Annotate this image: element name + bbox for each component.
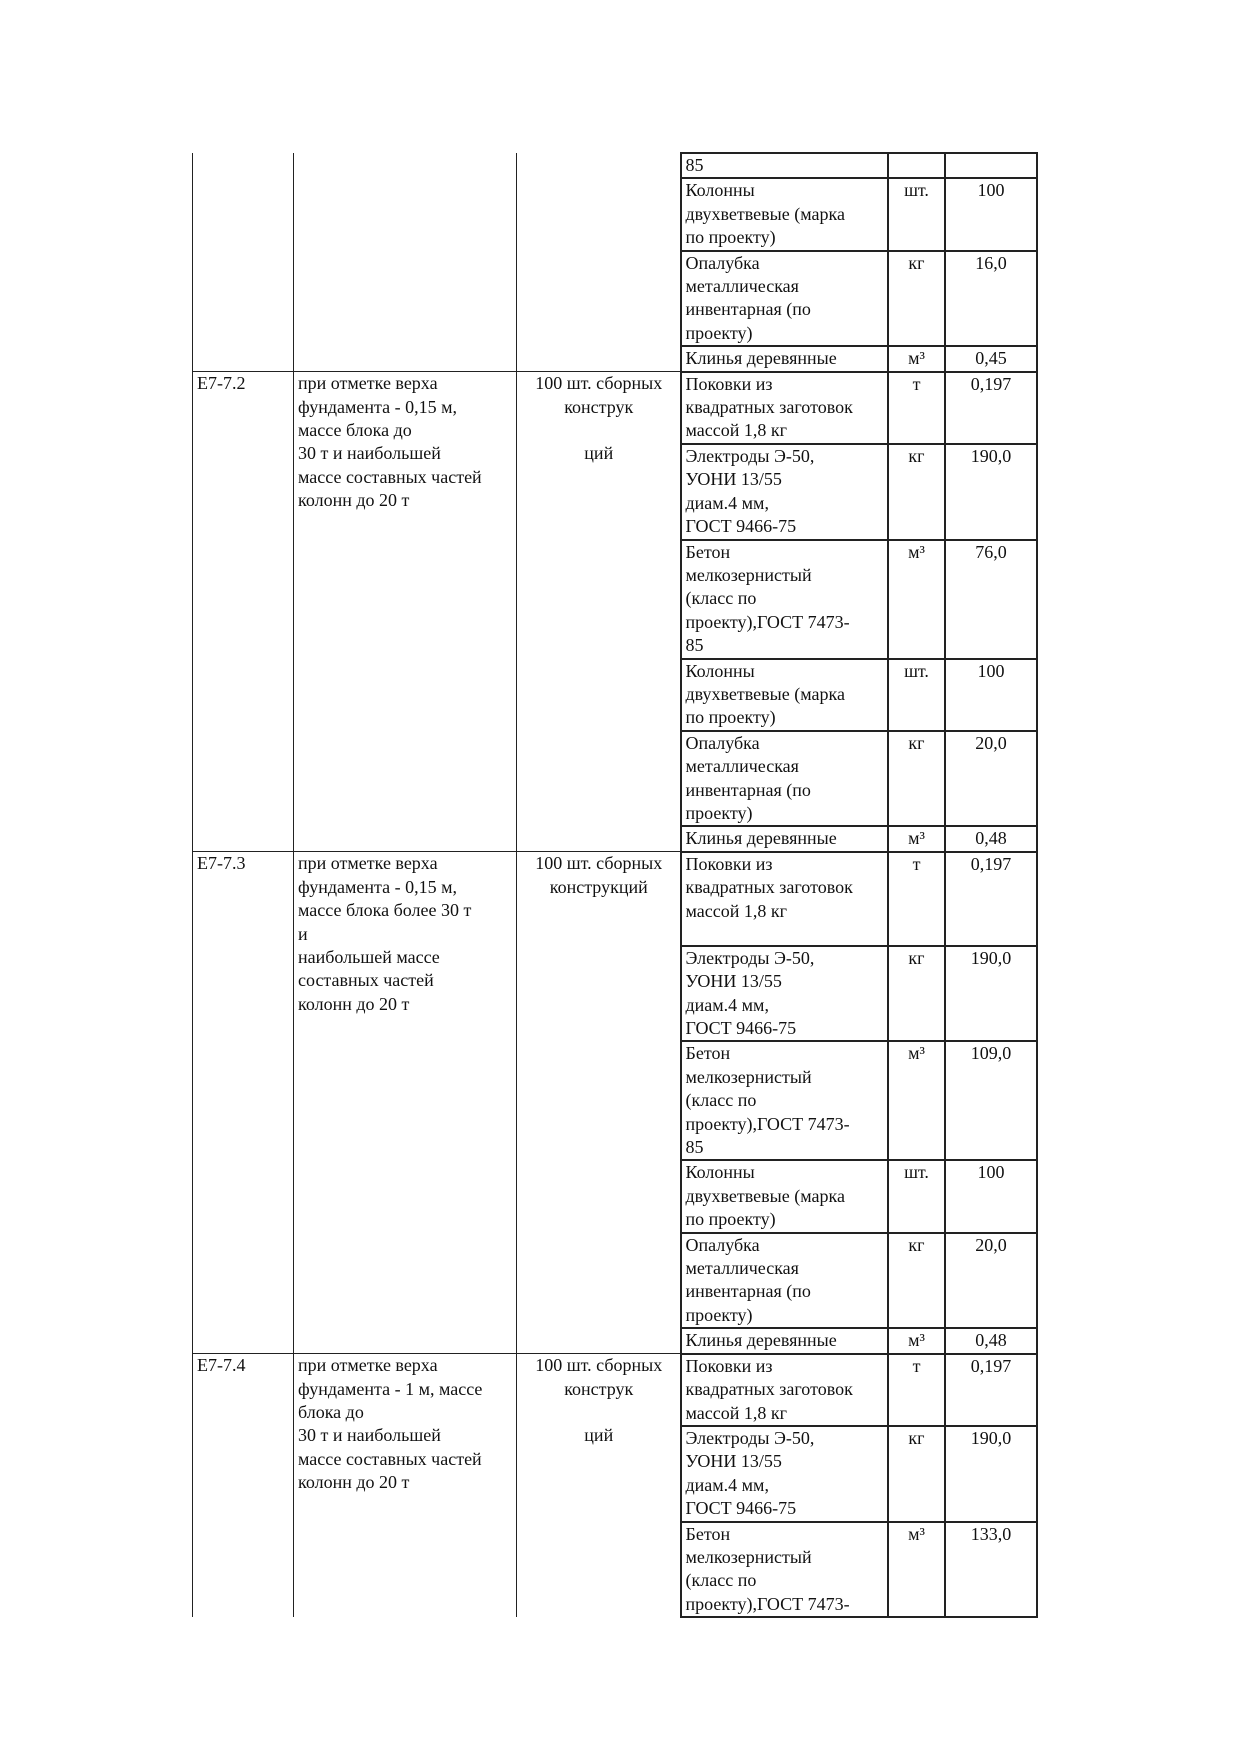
resource-unit: м³ [886,538,946,660]
resource-unit: м³ [886,345,946,373]
norm-unit: 100 шт. сборных конструк ций [516,371,681,852]
norm-code: Е7-7.3 [192,851,294,1354]
resource-name: Опалубка металлическая инвентарная (по п… [679,729,889,828]
resource-quantity: 109,0 [943,1040,1038,1162]
resource-unit: шт. [886,657,946,732]
resource-name: Поковки из квадратных заготовок массой 1… [679,850,889,947]
resource-quantity: 100 [943,1159,1038,1234]
norm-description: при отметке верха фундамента - 0,15 м, м… [293,371,517,852]
norm-description: при отметке верха фундамента - 0,15 м, м… [293,851,517,1354]
resource-quantity: 0,48 [943,1327,1038,1355]
norm-code: Е7-7.2 [192,371,294,852]
table-row: Е7-7.4 при отметке верха фундамента - 1 м… [192,1352,1038,1618]
resource-name: 85 [679,151,889,180]
table-row: Электроды Э-50, УОНИ 13/55 диам.4 мм, ГО… [193,1424,1038,1523]
resource-quantity: 0,197 [943,850,1038,947]
resource-quantity: 20,0 [943,1231,1038,1330]
resource-quantity: 76,0 [943,538,1038,660]
resource-unit: шт. [886,1159,946,1234]
table-row: Опалубка металлическая инвентарная (по п… [193,249,1038,348]
norm-description [293,153,517,372]
norm-unit: 100 шт. сборных конструкций [516,851,681,1354]
resource-unit: т [886,370,946,445]
table-row: Е7-7.3 при отметке верха фундамента - 0,1… [192,850,1038,1354]
resource-name: Колонны двухветвевые (марка по проекту) [679,1159,889,1234]
table-row: Колонны двухветвевые (марка по проекту) ш… [193,1159,1038,1234]
norm-unit: 100 шт. сборных конструк ций [516,1353,681,1618]
resource-name: Поковки из квадратных заготовок массой 1… [679,370,889,445]
resource-name: Бетон мелкозернистый (класс по проекту),… [679,1520,889,1619]
resource-unit: т [886,850,946,947]
resource-quantity: 0,45 [943,345,1038,373]
resource-unit: м³ [886,1520,946,1619]
table-row: 85 [192,151,1038,372]
resource-unit: кг [886,944,946,1043]
resource-quantity: 190,0 [943,442,1038,541]
table-row: Колонны двухветвевые (марка по проекту) ш… [193,177,1038,252]
table-row: Бетон мелкозернистый (класс по проекту),… [193,1040,1038,1162]
table-row: Опалубка металлическая инвентарная (по п… [193,1231,1038,1330]
resource-unit: м³ [886,1327,946,1355]
resource-name: Бетон мелкозернистый (класс по проекту),… [679,1040,889,1162]
resource-unit: кг [886,249,946,348]
resource-name: Электроды Э-50, УОНИ 13/55 диам.4 мм, ГО… [679,944,889,1043]
resource-quantity: 0,197 [943,1352,1038,1427]
table-row: Клинья деревянные м³ 0,45 [193,345,1038,373]
resource-name: Клинья деревянные [679,1327,889,1355]
resource-unit: м³ [886,1040,946,1162]
resource-unit [886,151,946,180]
resource-name: Клинья деревянные [679,825,889,853]
table-row: Электроды Э-50, УОНИ 13/55 диам.4 мм, ГО… [193,442,1038,541]
table-row: Опалубка металлическая инвентарная (по п… [193,729,1038,828]
resource-name: Опалубка металлическая инвентарная (по п… [679,249,889,348]
table-row: Бетон мелкозернистый (класс по проекту),… [193,1520,1038,1619]
table-row: Клинья деревянные м³ 0,48 [193,1327,1038,1355]
resource-quantity: 16,0 [943,249,1038,348]
resource-quantity: 100 [943,177,1038,252]
resource-unit: кг [886,1231,946,1330]
resource-quantity: 0,48 [943,825,1038,853]
resource-unit: м³ [886,825,946,853]
resource-quantity: 20,0 [943,729,1038,828]
resource-name: Опалубка металлическая инвентарная (по п… [679,1231,889,1330]
resource-name: Клинья деревянные [679,345,889,373]
resource-quantity [943,151,1038,180]
resource-name: Поковки из квадратных заготовок массой 1… [679,1352,889,1427]
norm-description: при отметке верха фундамента - 1 м, масс… [293,1353,517,1618]
resource-name: Колонны двухветвевые (марка по проекту) [679,657,889,732]
norm-unit [516,153,681,372]
resource-quantity: 133,0 [943,1520,1038,1619]
resource-quantity: 190,0 [943,944,1038,1043]
resource-unit: шт. [886,177,946,252]
resource-unit: кг [886,1424,946,1523]
resource-quantity: 0,197 [943,370,1038,445]
resource-quantity: 190,0 [943,1424,1038,1523]
norm-code: Е7-7.4 [192,1353,294,1618]
resource-norms-table: 85 Колонны двухветвевые (марка по проекту… [192,151,1038,1619]
table-row: Электроды Э-50, УОНИ 13/55 диам.4 мм, ГО… [193,944,1038,1043]
resource-quantity: 100 [943,657,1038,732]
resource-unit: т [886,1352,946,1427]
table-row: Колонны двухветвевые (марка по проекту) ш… [193,657,1038,732]
table-row: Е7-7.2 при отметке верха фундамента - 0,1… [192,370,1038,852]
table-row: Клинья деревянные м³ 0,48 [193,825,1038,853]
table-row: Бетон мелкозернистый (класс по проекту),… [193,538,1038,660]
resource-name: Колонны двухветвевые (марка по проекту) [679,177,889,252]
resource-name: Электроды Э-50, УОНИ 13/55 диам.4 мм, ГО… [679,1424,889,1523]
norm-code [192,153,294,372]
resource-unit: кг [886,442,946,541]
resource-name: Бетон мелкозернистый (класс по проекту),… [679,538,889,660]
resource-unit: кг [886,729,946,828]
resource-name: Электроды Э-50, УОНИ 13/55 диам.4 мм, ГО… [679,442,889,541]
